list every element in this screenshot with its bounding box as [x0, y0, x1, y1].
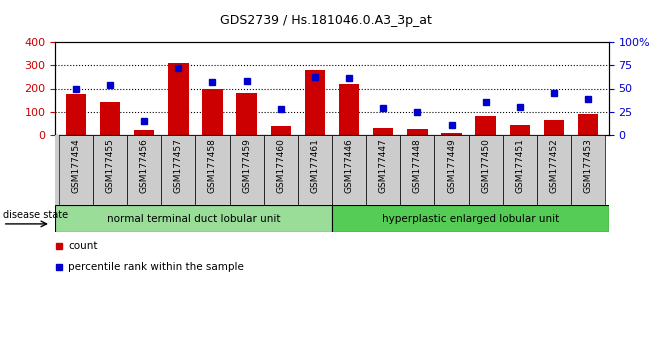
Bar: [332, 205, 609, 232]
Bar: [475, 116, 496, 135]
Bar: [195, 135, 230, 205]
Bar: [305, 70, 326, 135]
Bar: [271, 126, 291, 135]
Text: GSM177459: GSM177459: [242, 138, 251, 193]
Bar: [339, 84, 359, 135]
Bar: [366, 135, 400, 205]
Text: GSM177460: GSM177460: [276, 138, 285, 193]
Bar: [100, 102, 120, 135]
Bar: [264, 135, 298, 205]
Bar: [93, 135, 127, 205]
Bar: [537, 135, 571, 205]
Bar: [469, 135, 503, 205]
Bar: [127, 135, 161, 205]
Bar: [230, 135, 264, 205]
Bar: [161, 135, 195, 205]
Bar: [66, 94, 86, 135]
Text: GSM177454: GSM177454: [72, 138, 80, 193]
Text: GSM177461: GSM177461: [311, 138, 320, 193]
Text: normal terminal duct lobular unit: normal terminal duct lobular unit: [107, 213, 281, 224]
Text: GSM177447: GSM177447: [379, 138, 388, 193]
Bar: [202, 88, 223, 135]
Bar: [578, 114, 598, 135]
Bar: [236, 93, 257, 135]
Bar: [298, 135, 332, 205]
Bar: [373, 128, 393, 135]
Bar: [441, 133, 462, 135]
Bar: [434, 135, 469, 205]
Bar: [59, 135, 93, 205]
Text: GSM177448: GSM177448: [413, 138, 422, 193]
Bar: [571, 135, 605, 205]
Text: GSM177446: GSM177446: [344, 138, 353, 193]
Text: GSM177455: GSM177455: [105, 138, 115, 193]
Text: disease state: disease state: [3, 210, 68, 219]
Text: GSM177450: GSM177450: [481, 138, 490, 193]
Text: percentile rank within the sample: percentile rank within the sample: [68, 262, 244, 272]
Text: GSM177449: GSM177449: [447, 138, 456, 193]
Bar: [134, 130, 154, 135]
Bar: [510, 125, 530, 135]
Text: count: count: [68, 241, 98, 251]
Bar: [332, 135, 366, 205]
Text: GSM177453: GSM177453: [584, 138, 592, 193]
Bar: [168, 63, 189, 135]
Bar: [544, 120, 564, 135]
Text: GSM177451: GSM177451: [516, 138, 524, 193]
Bar: [503, 135, 537, 205]
Text: GSM177456: GSM177456: [140, 138, 148, 193]
Bar: [407, 130, 428, 135]
Bar: [400, 135, 434, 205]
Text: GSM177458: GSM177458: [208, 138, 217, 193]
Bar: [55, 205, 332, 232]
Text: GSM177457: GSM177457: [174, 138, 183, 193]
Bar: [55, 135, 59, 205]
Text: hyperplastic enlarged lobular unit: hyperplastic enlarged lobular unit: [381, 213, 559, 224]
Text: GSM177452: GSM177452: [549, 138, 559, 193]
Text: GDS2739 / Hs.181046.0.A3_3p_at: GDS2739 / Hs.181046.0.A3_3p_at: [219, 14, 432, 27]
